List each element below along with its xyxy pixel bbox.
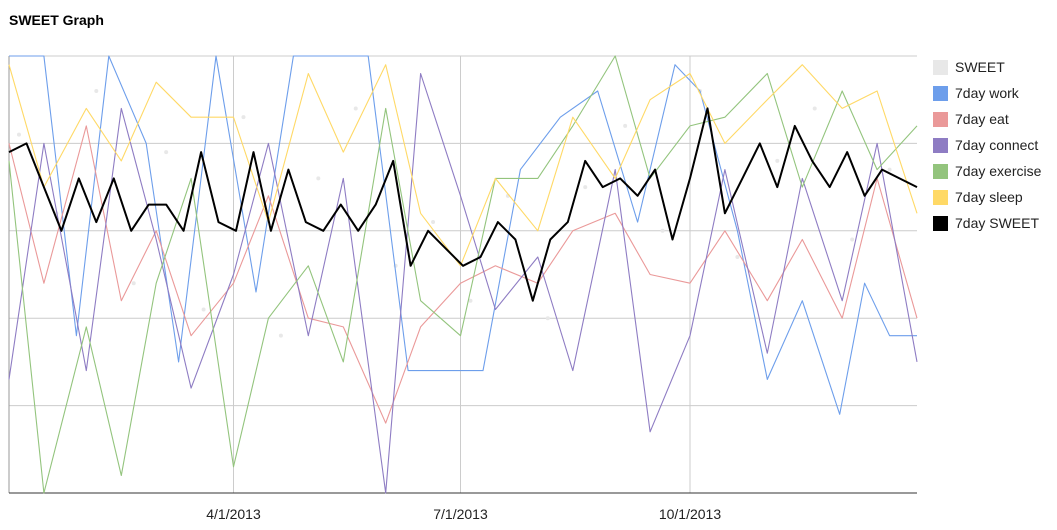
series-line-7day-sleep bbox=[8, 64, 918, 267]
x-tick-label: 4/1/2013 bbox=[206, 506, 261, 522]
series-line-7day-connect bbox=[8, 72, 918, 494]
point-sweet bbox=[131, 281, 136, 286]
chart-title: SWEET Graph bbox=[9, 12, 104, 28]
legend-label: 7day exercise bbox=[955, 163, 1042, 179]
legend-label: 7day eat bbox=[955, 111, 1009, 127]
legend-swatch bbox=[933, 215, 948, 231]
chart-legend: SWEET 7day work 7day eat 7day connect 7day e… bbox=[933, 54, 1041, 236]
legend-label: 7day connect bbox=[955, 137, 1039, 153]
series-line-7day-exercise bbox=[8, 55, 918, 494]
point-sweet bbox=[887, 167, 892, 172]
series-line-7day-sweet bbox=[8, 107, 918, 302]
series-line-7day-eat bbox=[8, 125, 918, 424]
legend-swatch bbox=[933, 59, 948, 75]
legend-swatch bbox=[933, 85, 948, 101]
legend-swatch bbox=[933, 111, 948, 127]
legend-item-7day-sleep: 7day sleep bbox=[933, 184, 1041, 210]
legend-swatch bbox=[933, 163, 948, 179]
point-sweet bbox=[278, 333, 283, 338]
point-sweet bbox=[353, 106, 358, 111]
point-sweet bbox=[850, 237, 855, 242]
point-sweet bbox=[431, 220, 436, 225]
legend-label: SWEET bbox=[955, 59, 1005, 75]
point-sweet bbox=[775, 158, 780, 163]
point-sweet bbox=[241, 115, 246, 120]
point-sweet bbox=[545, 316, 550, 321]
point-sweet bbox=[201, 307, 206, 312]
legend-label: 7day sleep bbox=[955, 189, 1023, 205]
point-sweet bbox=[812, 106, 817, 111]
legend-item-7day-eat: 7day eat bbox=[933, 106, 1041, 132]
point-sweet bbox=[583, 185, 588, 190]
legend-item-7day-connect: 7day connect bbox=[933, 132, 1041, 158]
point-sweet bbox=[164, 150, 169, 155]
point-sweet bbox=[660, 228, 665, 233]
point-sweet bbox=[316, 176, 321, 181]
legend-item-7day-exercise: 7day exercise bbox=[933, 158, 1041, 184]
legend-swatch bbox=[933, 189, 948, 205]
legend-item-7day-work: 7day work bbox=[933, 80, 1041, 106]
legend-item-sweet: SWEET bbox=[933, 54, 1041, 80]
x-tick-label: 10/1/2013 bbox=[659, 506, 721, 522]
series-line-7day-work bbox=[9, 55, 917, 415]
x-tick-label: 7/1/2013 bbox=[433, 506, 488, 522]
point-sweet bbox=[623, 123, 628, 128]
point-sweet bbox=[735, 255, 740, 260]
point-sweet bbox=[16, 132, 21, 137]
legend-label: 7day work bbox=[955, 85, 1019, 101]
legend-label: 7day SWEET bbox=[955, 215, 1040, 231]
legend-swatch bbox=[933, 137, 948, 153]
point-sweet bbox=[468, 298, 473, 303]
point-sweet bbox=[94, 88, 99, 93]
legend-item-7day-sweet: 7day SWEET bbox=[933, 210, 1041, 236]
